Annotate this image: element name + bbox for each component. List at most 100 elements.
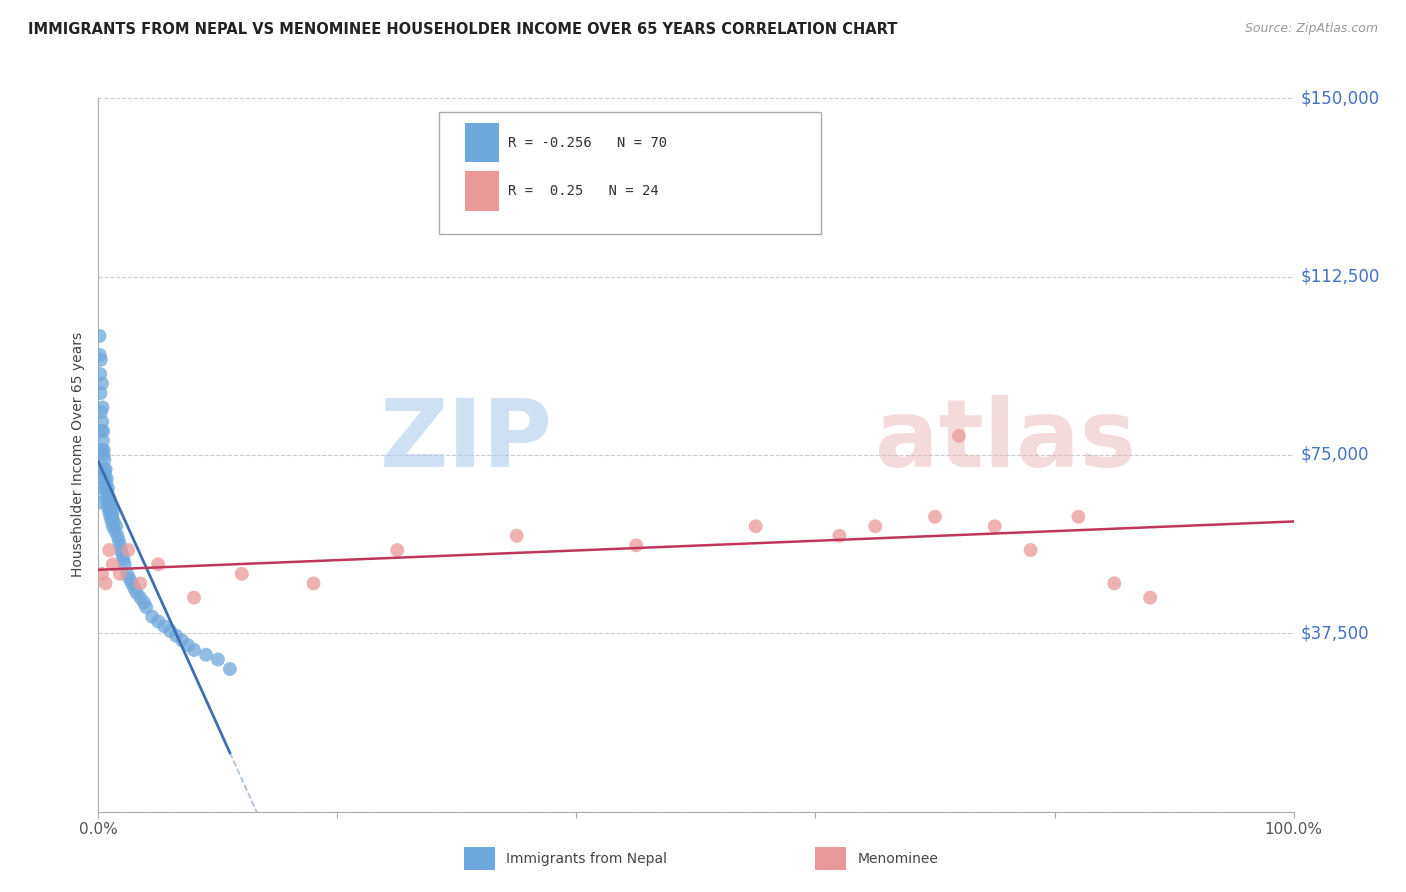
Point: [141, 609, 163, 624]
Point: [98, 495, 122, 509]
Point: [96, 472, 118, 486]
Point: [108, 566, 131, 581]
Point: [96, 491, 118, 505]
Point: [863, 519, 886, 533]
Point: [111, 548, 134, 562]
Point: [93, 472, 115, 486]
Point: [91, 424, 114, 438]
Point: [115, 566, 138, 581]
Point: [97, 495, 120, 509]
Point: [194, 648, 217, 662]
Point: [231, 566, 253, 581]
Point: [98, 543, 121, 558]
Point: [90, 352, 112, 367]
Point: [1067, 509, 1090, 524]
Point: [93, 443, 115, 458]
Point: [89, 329, 111, 343]
Text: Source: ZipAtlas.com: Source: ZipAtlas.com: [1244, 22, 1378, 36]
Bar: [465, 123, 499, 162]
Point: [101, 505, 124, 519]
Point: [89, 367, 111, 381]
Point: [117, 543, 139, 558]
Text: $112,500: $112,500: [1301, 268, 1379, 285]
Text: $75,000: $75,000: [1301, 446, 1369, 464]
Point: [948, 429, 970, 443]
Point: [94, 481, 117, 495]
Point: [183, 643, 205, 657]
Point: [101, 519, 124, 533]
Point: [98, 500, 121, 515]
Point: [112, 552, 135, 566]
Point: [107, 533, 129, 548]
Point: [100, 500, 122, 515]
Point: [93, 452, 115, 467]
Point: [91, 415, 114, 429]
Point: [91, 434, 114, 448]
Point: [87, 481, 110, 495]
Point: [118, 572, 141, 586]
Point: [159, 624, 181, 638]
Point: [90, 443, 112, 458]
Point: [97, 500, 120, 515]
Point: [100, 505, 122, 519]
Point: [91, 566, 114, 581]
Point: [97, 481, 120, 495]
Point: [91, 401, 114, 415]
Point: [93, 462, 115, 476]
Point: [129, 591, 152, 605]
Point: [93, 448, 115, 462]
Text: $37,500: $37,500: [1301, 624, 1369, 642]
Text: IMMIGRANTS FROM NEPAL VS MENOMINEE HOUSEHOLDER INCOME OVER 65 YEARS CORRELATION : IMMIGRANTS FROM NEPAL VS MENOMINEE HOUSE…: [28, 22, 897, 37]
Point: [385, 543, 409, 558]
Point: [105, 519, 128, 533]
Text: atlas: atlas: [875, 394, 1136, 487]
Point: [745, 519, 768, 533]
Text: R =  0.25   N = 24: R = 0.25 N = 24: [509, 184, 659, 198]
Point: [94, 576, 117, 591]
Point: [98, 491, 121, 505]
Point: [101, 558, 124, 572]
Point: [219, 662, 242, 676]
Point: [108, 538, 131, 552]
Text: Immigrants from Nepal: Immigrants from Nepal: [506, 852, 668, 865]
Point: [207, 652, 229, 666]
Point: [98, 509, 122, 524]
Point: [125, 586, 148, 600]
Point: [172, 633, 194, 648]
Point: [90, 405, 112, 419]
Point: [828, 529, 851, 543]
Point: [983, 519, 1005, 533]
Point: [135, 600, 157, 615]
Point: [624, 538, 647, 552]
Point: [121, 576, 143, 591]
Point: [96, 486, 118, 500]
Point: [129, 576, 152, 591]
Point: [101, 509, 124, 524]
Point: [94, 462, 117, 476]
Point: [114, 558, 136, 572]
Point: [89, 495, 111, 509]
Point: [96, 476, 118, 491]
Point: [98, 505, 121, 519]
Text: ZIP: ZIP: [380, 394, 553, 487]
Point: [1102, 576, 1125, 591]
Point: [183, 591, 205, 605]
Point: [89, 348, 111, 362]
Point: [94, 467, 117, 481]
Point: [103, 515, 125, 529]
Point: [302, 576, 325, 591]
Point: [177, 638, 200, 652]
Point: [90, 424, 112, 438]
Point: [124, 581, 146, 595]
FancyBboxPatch shape: [439, 112, 821, 234]
Point: [104, 524, 127, 538]
Point: [100, 515, 122, 529]
Point: [90, 386, 112, 401]
Point: [924, 509, 946, 524]
Text: Menominee: Menominee: [858, 852, 939, 865]
Point: [1139, 591, 1161, 605]
Point: [148, 615, 170, 629]
Point: [110, 543, 132, 558]
Point: [107, 529, 129, 543]
Bar: [465, 171, 499, 211]
